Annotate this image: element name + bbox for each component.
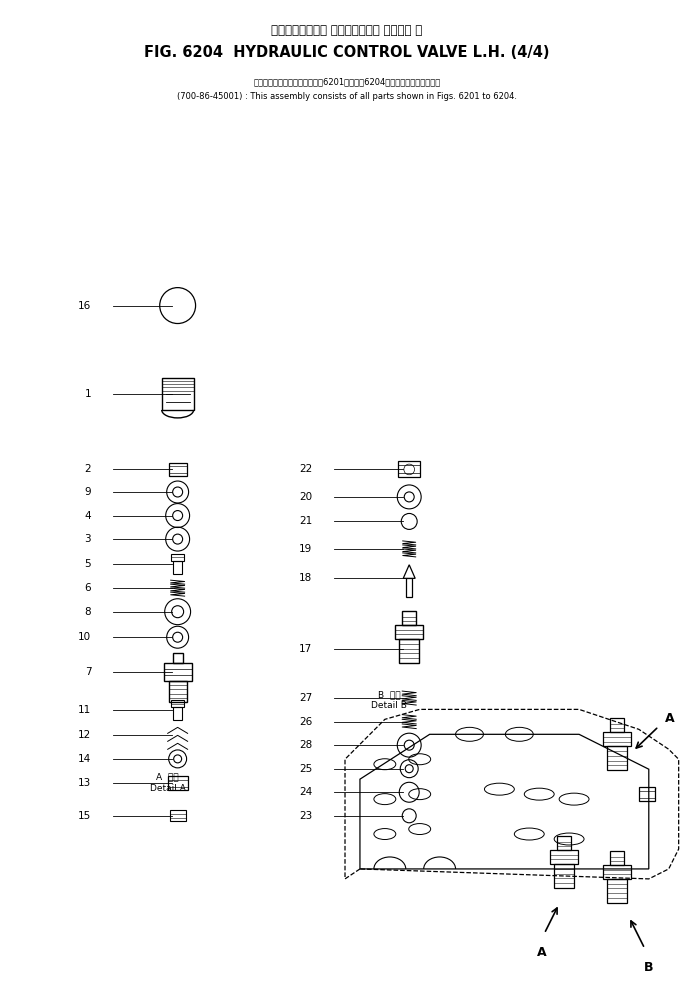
Bar — [173, 652, 183, 662]
Bar — [555, 864, 574, 888]
Bar — [399, 639, 419, 663]
Text: 21: 21 — [299, 517, 312, 526]
Text: 4: 4 — [85, 511, 91, 521]
Text: 12: 12 — [78, 730, 91, 740]
Bar — [169, 681, 187, 703]
Text: 15: 15 — [78, 811, 91, 821]
Text: 8: 8 — [85, 607, 91, 617]
Bar — [603, 865, 631, 879]
Bar — [168, 776, 187, 790]
Text: 23: 23 — [299, 811, 312, 821]
Text: B: B — [644, 960, 654, 974]
Text: Detail B: Detail B — [371, 702, 407, 710]
Text: (700-86-45001) : This assembly consists of all parts shown in Figs. 6201 to 6204: (700-86-45001) : This assembly consists … — [177, 92, 517, 101]
Polygon shape — [403, 565, 415, 579]
Bar — [406, 579, 412, 597]
Bar — [403, 611, 416, 625]
Text: 24: 24 — [299, 787, 312, 797]
Text: 25: 25 — [299, 764, 312, 773]
Text: このアセンブリの構成部品は第6201図から第6204図の部品まで含みます。: このアセンブリの構成部品は第6201図から第6204図の部品まで含みます。 — [253, 78, 441, 87]
Bar — [398, 461, 420, 477]
Bar — [639, 787, 654, 801]
Text: 6: 6 — [85, 584, 91, 593]
Text: 17: 17 — [299, 644, 312, 654]
Bar — [171, 700, 185, 707]
Bar — [610, 851, 624, 865]
Text: 7: 7 — [85, 666, 91, 677]
Text: B  詳細: B 詳細 — [378, 691, 400, 700]
Bar — [174, 707, 182, 720]
Bar — [607, 879, 627, 903]
Bar — [174, 561, 182, 574]
Text: 18: 18 — [299, 574, 312, 584]
Text: ハイドロリック　 コントロール　 バルブ　 左: ハイドロリック コントロール バルブ 左 — [271, 25, 423, 37]
Bar — [162, 378, 194, 410]
Text: Detail A: Detail A — [150, 784, 185, 793]
Text: 26: 26 — [299, 716, 312, 726]
Bar — [607, 746, 627, 770]
Text: 10: 10 — [78, 633, 91, 643]
Bar — [603, 732, 631, 746]
Text: 2: 2 — [85, 464, 91, 474]
Text: A: A — [537, 946, 547, 958]
Bar — [169, 462, 187, 476]
Text: 13: 13 — [78, 778, 91, 788]
Text: 1: 1 — [85, 389, 91, 399]
Bar — [610, 718, 624, 732]
Text: 9: 9 — [85, 487, 91, 497]
Text: 27: 27 — [299, 693, 312, 703]
Bar — [169, 810, 185, 822]
Text: 28: 28 — [299, 740, 312, 750]
Text: 19: 19 — [299, 544, 312, 554]
Text: A  詳細: A 詳細 — [156, 772, 179, 781]
Bar — [164, 662, 192, 681]
Text: A: A — [665, 711, 675, 725]
Bar — [550, 850, 578, 864]
Bar — [171, 554, 185, 561]
Text: 11: 11 — [78, 705, 91, 714]
Text: 5: 5 — [85, 559, 91, 569]
Text: 14: 14 — [78, 754, 91, 764]
Bar — [396, 625, 423, 639]
Bar — [557, 836, 571, 850]
Text: 3: 3 — [85, 534, 91, 544]
Text: FIG. 6204  HYDRAULIC CONTROL VALVE L.H. (4/4): FIG. 6204 HYDRAULIC CONTROL VALVE L.H. (… — [144, 45, 550, 60]
Text: 22: 22 — [299, 464, 312, 474]
Text: 20: 20 — [299, 492, 312, 502]
Text: 16: 16 — [78, 300, 91, 311]
